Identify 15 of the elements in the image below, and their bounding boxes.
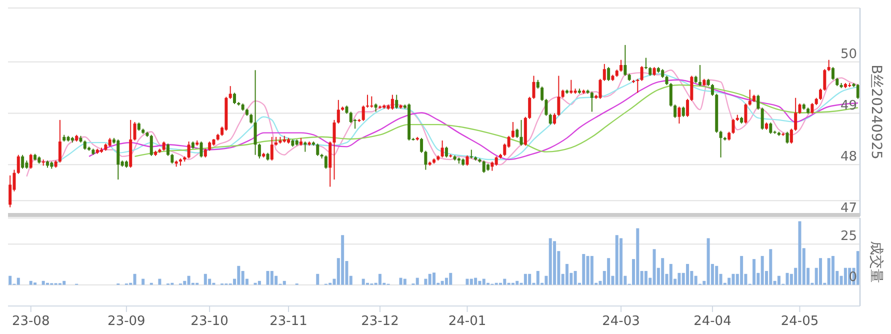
x-tick-label: 24-04 — [694, 314, 732, 329]
x-tick-label: 23-12 — [361, 314, 399, 329]
x-tick-label: 23-08 — [12, 314, 50, 329]
x-tick-label: 24-01 — [448, 314, 486, 329]
x-tick-label: 24-03 — [602, 314, 640, 329]
y-tick-label: 25 — [840, 229, 857, 244]
y-tick-label: 47 — [840, 201, 857, 216]
y-tick-label: 50 — [840, 46, 857, 62]
y-axis-title: B丝20240925 — [868, 64, 884, 160]
x-tick-label: 23-11 — [270, 314, 308, 329]
y-tick-label: 48 — [840, 150, 857, 165]
x-tick-label: 24-05 — [780, 314, 819, 329]
y-axis-title: 成交量 — [868, 241, 884, 283]
x-tick-label: 23-09 — [108, 314, 146, 329]
x-tick-label: 23-10 — [190, 314, 228, 329]
